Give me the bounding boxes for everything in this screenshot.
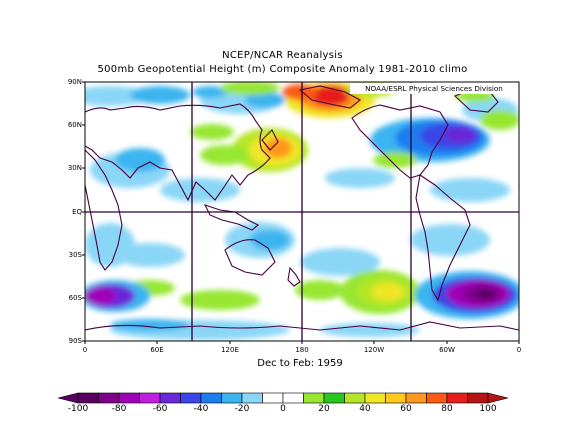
colorbar-label: 80	[441, 404, 453, 414]
colorbar-segment	[241, 392, 263, 404]
colorbar-segment	[262, 392, 284, 404]
colorbar-segment	[159, 392, 181, 404]
colorbar-segment	[364, 392, 386, 404]
colorbar-label: 40	[359, 404, 371, 414]
chart-subtitle: 500mb Geopotential Height (m) Composite …	[97, 64, 468, 75]
colorbar-label: 100	[479, 404, 497, 414]
colorbar-segment	[405, 392, 427, 404]
axis-ticks	[82, 81, 520, 344]
lon-label: 120E	[221, 346, 239, 354]
colorbar-segment	[139, 392, 161, 404]
map-grid	[85, 82, 519, 341]
lat-label: 90N	[67, 78, 82, 86]
colorbar-segment	[98, 392, 120, 404]
colorbar-segment	[385, 392, 407, 404]
colorbar-segment	[446, 392, 468, 404]
chart-title: NCEP/NCAR Reanalysis	[222, 50, 343, 61]
lon-label: 120W	[363, 346, 385, 354]
lat-label: 30N	[67, 164, 82, 172]
colorbar-segment	[77, 392, 99, 404]
lat-label: EQ	[72, 208, 82, 216]
colorbar-label: -40	[193, 404, 209, 414]
colorbar-segment	[323, 392, 345, 404]
colorbar-segment	[118, 392, 140, 404]
colorbar-segment	[180, 392, 202, 404]
credit-label: NOAA/ESRL Physical Sciences Division	[350, 83, 518, 94]
lat-label: 60N	[67, 121, 82, 129]
lat-label: 60S	[68, 294, 82, 302]
colorbar-label: -100	[67, 404, 89, 414]
colorbar-label: 0	[280, 404, 286, 414]
colorbar-label: -20	[234, 404, 250, 414]
colorbar-segment	[221, 392, 243, 404]
colorbar-segment	[426, 392, 448, 404]
colorbar-segment	[282, 392, 304, 404]
lat-label: 30S	[68, 251, 82, 259]
lat-label: 90S	[68, 337, 82, 345]
lon-label: 0	[82, 346, 88, 354]
colorbar-segment	[467, 392, 489, 404]
coastlines	[85, 85, 519, 331]
colorbar-left-arrow	[57, 392, 79, 404]
colorbar-label: 20	[318, 404, 330, 414]
colorbar-label: -60	[152, 404, 168, 414]
colorbar-label: -80	[111, 404, 127, 414]
colorbar-segment	[200, 392, 222, 404]
colorbar-segment	[303, 392, 325, 404]
colorbar-right-arrow	[487, 392, 509, 404]
lon-label: 180	[295, 346, 309, 354]
colorbar-label: 60	[400, 404, 412, 414]
colorbar	[57, 392, 509, 404]
colorbar-segment	[344, 392, 366, 404]
lon-label: 0	[516, 346, 522, 354]
anomaly-field	[85, 82, 519, 341]
period-label: Dec to Feb: 1959	[257, 358, 343, 369]
lon-label: 60E	[150, 346, 164, 354]
lon-label: 60W	[439, 346, 455, 354]
